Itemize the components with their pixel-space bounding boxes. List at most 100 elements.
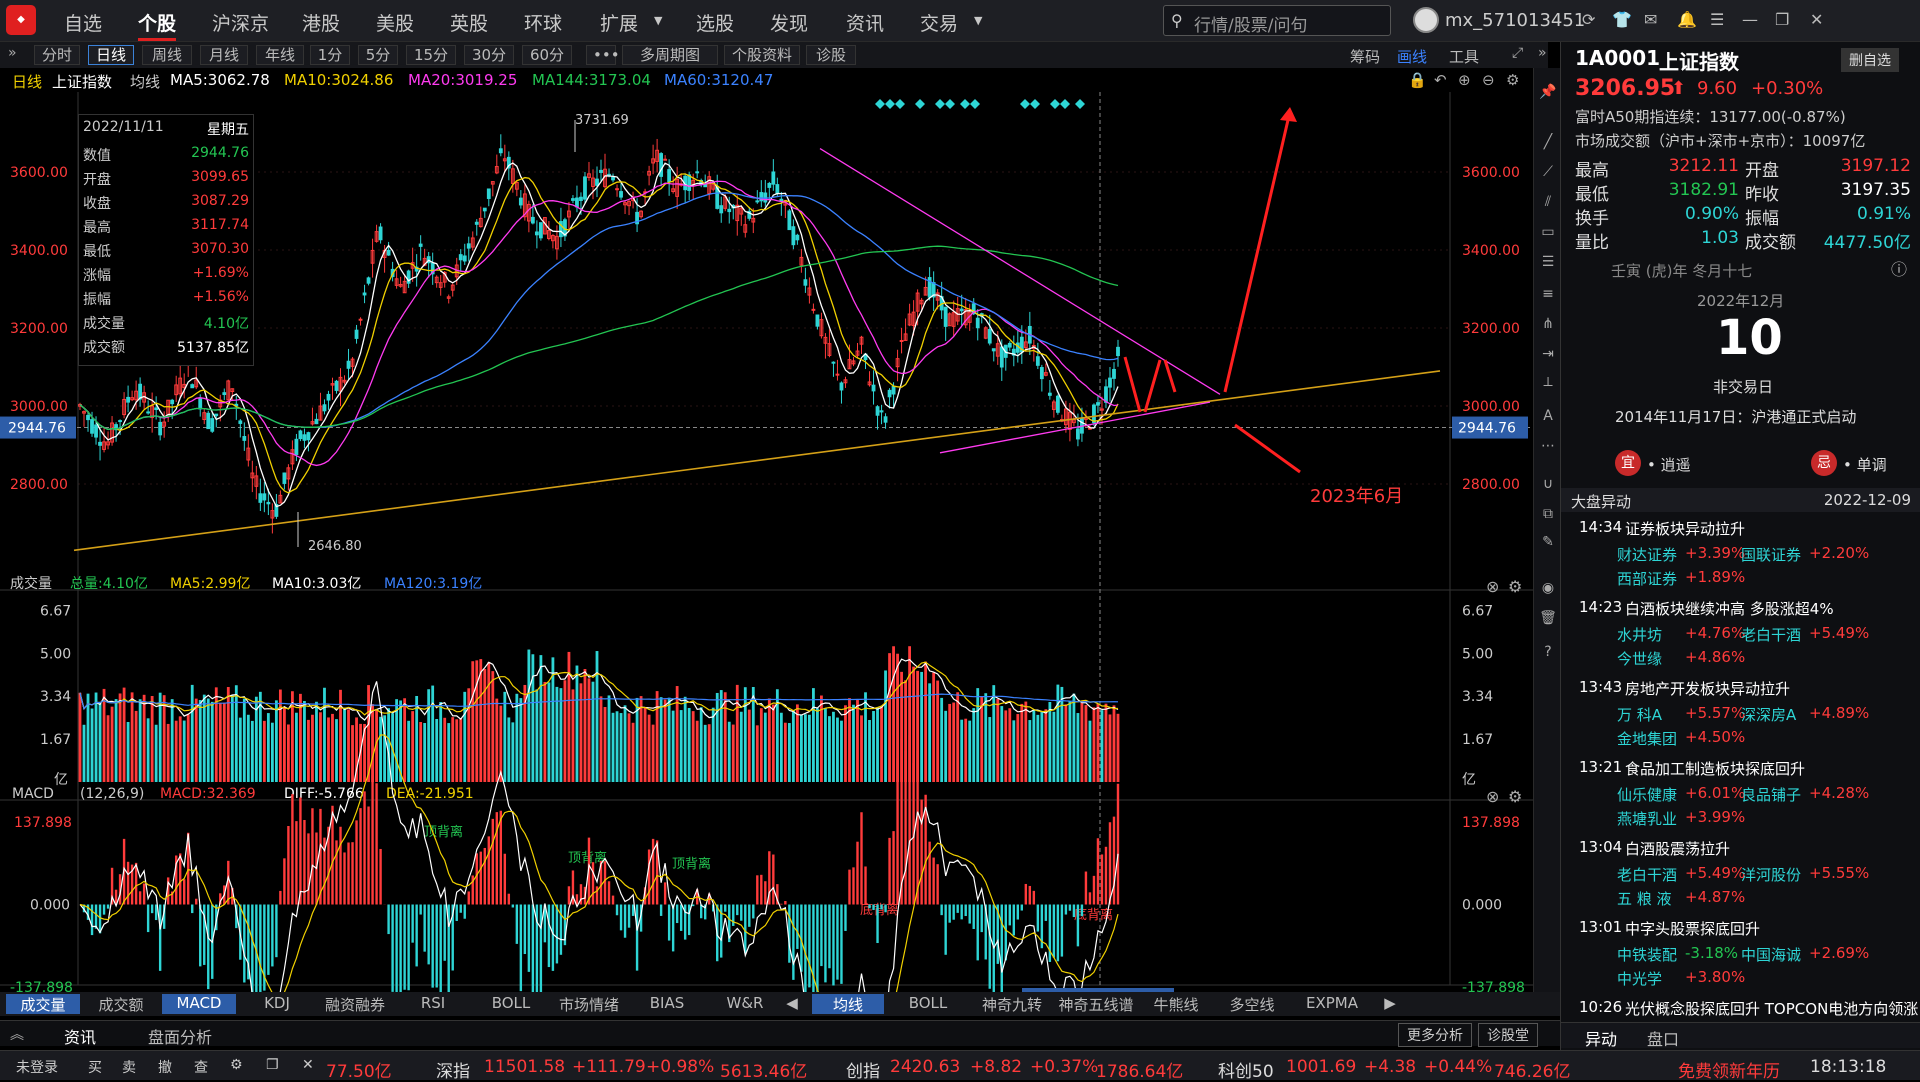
gann-icon[interactable]: ⟂ bbox=[1543, 374, 1553, 390]
annotation-arrow[interactable] bbox=[1234, 423, 1301, 474]
more-analysis-button[interactable]: 更多分析 bbox=[1398, 1023, 1472, 1047]
info-icon[interactable]: ⓘ bbox=[1891, 260, 1908, 279]
big-up-arrow[interactable] bbox=[1223, 119, 1290, 393]
nav-item-5[interactable]: 英股 bbox=[450, 13, 489, 35]
trash-icon[interactable]: 🗑 bbox=[1539, 610, 1557, 626]
period-btn-2[interactable]: 周线 bbox=[142, 45, 192, 65]
query-button[interactable]: 查 bbox=[194, 1060, 208, 1076]
bell-icon[interactable]: 🔔 bbox=[1677, 10, 1697, 29]
period-btn-12[interactable]: 个股资料 bbox=[724, 45, 800, 65]
tab-alerts[interactable]: 异动 bbox=[1585, 1030, 1618, 1049]
nav-item-2[interactable]: 沪深京 bbox=[212, 13, 270, 35]
indicator-tab-2[interactable]: MACD bbox=[162, 994, 236, 1014]
alert-stock-name[interactable]: 洋河股份 bbox=[1741, 866, 1802, 884]
fib-icon[interactable]: ☰ bbox=[1541, 254, 1555, 270]
alert-stock-name[interactable]: 财达证券 bbox=[1617, 546, 1678, 564]
overlay-tab-0[interactable]: 均线 bbox=[812, 994, 884, 1014]
chip-button[interactable]: 筹码 bbox=[1350, 48, 1381, 66]
nav-item-3[interactable]: 港股 bbox=[302, 13, 341, 35]
alert-stock-name[interactable]: 中光学 bbox=[1617, 970, 1663, 988]
eye-icon[interactable]: ◉ bbox=[1541, 580, 1555, 596]
period-btn-13[interactable]: 诊股 bbox=[806, 45, 856, 65]
arrow-down-1[interactable] bbox=[1123, 356, 1142, 413]
alert-stock-name[interactable]: 深深房A bbox=[1741, 706, 1797, 724]
nav-item-7[interactable]: 扩展 bbox=[600, 13, 639, 35]
ray-icon[interactable]: ⟋ bbox=[1543, 164, 1553, 180]
gear-icon[interactable]: ⚙ bbox=[230, 1057, 243, 1073]
search-box[interactable]: ⚲ 行情/股票/问句 bbox=[1163, 5, 1391, 36]
user-avatar[interactable] bbox=[1413, 7, 1439, 33]
period-btn-1[interactable]: 日线 bbox=[88, 45, 134, 65]
alert-title[interactable]: 证券板块异动拉升 bbox=[1625, 520, 1746, 538]
promo-link[interactable]: 免费领新年历 bbox=[1678, 1062, 1780, 1082]
cancel-order-button[interactable]: 撤 bbox=[158, 1060, 172, 1076]
alert-stock-name[interactable]: 中国海诚 bbox=[1741, 946, 1802, 964]
period-btn-7[interactable]: 15分 bbox=[406, 45, 456, 65]
volume-settings-icon[interactable]: ⚙ bbox=[1508, 577, 1522, 596]
zoom-in-icon[interactable]: ⊕ bbox=[1458, 71, 1471, 89]
diagnosis-button[interactable]: 诊股堂 bbox=[1478, 1023, 1538, 1047]
period-btn-11[interactable]: 多周期图 bbox=[622, 45, 718, 65]
alert-title[interactable]: 光伏概念股探底回升 TOPCON电池方向领涨 bbox=[1625, 1000, 1919, 1018]
kline-chart[interactable]: 3600.00 3600.00 3400.00 3400.00 3200.00 3200.… bbox=[0, 92, 1533, 992]
shirt-icon[interactable]: 👕 bbox=[1612, 10, 1632, 29]
overlay-tab-5[interactable]: 多空线 bbox=[1229, 996, 1275, 1014]
tab-order-book[interactable]: 盘口 bbox=[1647, 1030, 1680, 1049]
login-status[interactable]: 未登录 bbox=[16, 1060, 58, 1076]
alert-stock-name[interactable]: 水井坊 bbox=[1617, 626, 1663, 644]
zoom-out-icon[interactable]: ⊖ bbox=[1482, 71, 1495, 89]
alert-stock-name[interactable]: 仙乐健康 bbox=[1617, 786, 1678, 804]
indicator-tab-6[interactable]: BOLL bbox=[491, 994, 531, 1012]
alert-stock-name[interactable]: 老白干酒 bbox=[1741, 626, 1802, 644]
username[interactable]: mx_571013451 bbox=[1445, 10, 1586, 31]
alert-stock-name[interactable]: 金地集团 bbox=[1617, 730, 1678, 748]
draw-line-button[interactable]: 画线 bbox=[1397, 48, 1428, 66]
nav-item-6[interactable]: 环球 bbox=[524, 13, 563, 35]
period-btn-8[interactable]: 30分 bbox=[464, 45, 514, 65]
refresh-icon[interactable]: ⟳ bbox=[1582, 10, 1596, 29]
alert-stock-name[interactable]: 西部证券 bbox=[1617, 570, 1678, 588]
app-logo[interactable]: ◆ bbox=[6, 5, 36, 35]
macd-close-icon[interactable]: ⊗ bbox=[1486, 787, 1499, 806]
help-icon[interactable]: ? bbox=[1544, 644, 1552, 660]
alert-stock-name[interactable]: 良品铺子 bbox=[1741, 786, 1802, 804]
collapse-right-icon[interactable]: » bbox=[1538, 45, 1547, 61]
nav-item-0[interactable]: 自选 bbox=[64, 13, 103, 35]
settings-icon[interactable]: ⚙ bbox=[1506, 71, 1520, 89]
text-icon[interactable]: A bbox=[1543, 408, 1553, 424]
alert-title[interactable]: 中字头股票探底回升 bbox=[1625, 920, 1761, 938]
minimize-icon[interactable]: — bbox=[1742, 10, 1758, 29]
copy-icon[interactable]: ⧉ bbox=[1543, 506, 1553, 522]
tab-news[interactable]: 资讯 bbox=[64, 1028, 97, 1047]
alert-title[interactable]: 白酒板块继续冲高 多股涨超4% bbox=[1625, 600, 1834, 618]
ma-label[interactable]: 均线 bbox=[130, 73, 161, 91]
alert-stock-name[interactable]: 中铁装配 bbox=[1617, 946, 1678, 964]
scroll-left-icon[interactable]: ◀ bbox=[786, 994, 798, 1012]
lock-icon[interactable]: 🔒 bbox=[1408, 71, 1427, 89]
alert-stock-name[interactable]: 五 粮 液 bbox=[1617, 890, 1672, 908]
pin-icon[interactable]: 📌 bbox=[1539, 84, 1557, 100]
alert-title[interactable]: 食品加工制造板块探底回升 bbox=[1625, 760, 1806, 778]
indicator-tab-8[interactable]: BIAS bbox=[649, 994, 685, 1012]
period-btn-5[interactable]: 1分 bbox=[310, 45, 350, 65]
overlay-tab-3[interactable]: 神奇五线谱 bbox=[1058, 996, 1134, 1014]
restore-icon[interactable]: ❐ bbox=[1775, 10, 1790, 29]
menu-icon[interactable]: ☰ bbox=[1710, 10, 1725, 29]
alert-title[interactable]: 房地产开发板块异动拉升 bbox=[1625, 680, 1791, 698]
expand-left-icon[interactable]: » bbox=[8, 45, 17, 61]
alert-stock-name[interactable]: 老白干酒 bbox=[1617, 866, 1678, 884]
alert-stock-name[interactable]: 今世缘 bbox=[1617, 650, 1663, 668]
lower-trendline[interactable] bbox=[939, 401, 1211, 454]
indicator-tab-0[interactable]: 成交量 bbox=[6, 994, 80, 1014]
resistance-trendline[interactable] bbox=[819, 148, 1221, 395]
rect-icon[interactable]: ▭ bbox=[1541, 224, 1555, 240]
mail-icon[interactable]: ✉ bbox=[1644, 10, 1658, 29]
alert-title[interactable]: 白酒股震荡拉升 bbox=[1625, 840, 1731, 858]
close-icon[interactable]: ✕ bbox=[1810, 10, 1824, 29]
period-btn-0[interactable]: 分时 bbox=[34, 45, 80, 65]
indicator-tab-3[interactable]: KDJ bbox=[264, 994, 290, 1012]
line-icon[interactable]: ╱ bbox=[1543, 134, 1553, 150]
period-btn-9[interactable]: 60分 bbox=[522, 45, 572, 65]
tab-market-analysis[interactable]: 盘面分析 bbox=[148, 1028, 213, 1047]
arrow-up-1[interactable] bbox=[1143, 359, 1162, 413]
